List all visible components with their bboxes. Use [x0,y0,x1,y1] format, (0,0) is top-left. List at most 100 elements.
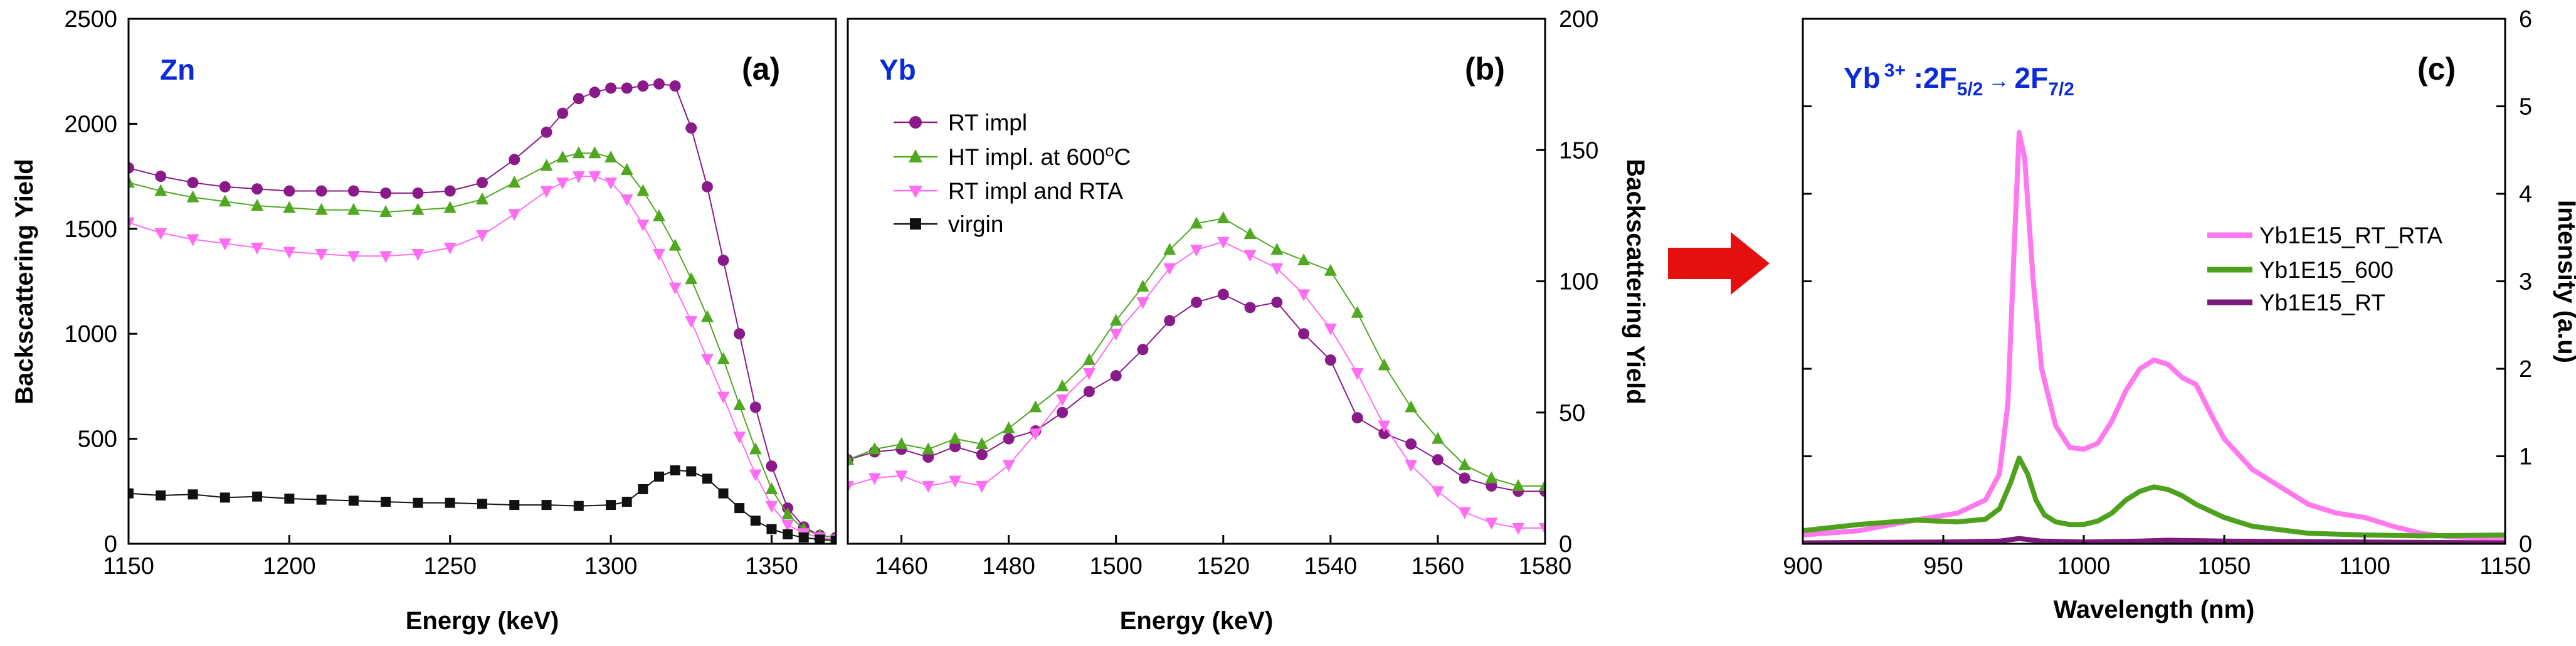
legend-c: Yb1E15_RT_RTA Yb1E15_600 Yb1E15_RT [2207,223,2442,315]
data-point-ht-impl-at-600-c [668,238,682,251]
panel-a-series [129,78,836,544]
legend-entry-600-pl: Yb1E15_600 [2207,257,2394,283]
x-tick-label: 1480 [982,553,1035,580]
x-tick-label: 1050 [2198,553,2251,580]
legend-label-virgin: virgin [948,211,1003,237]
legend-entry-ht-impl: HT impl. at 600oC [894,141,1131,170]
data-point-rt-impl [1057,406,1069,418]
legend-label-ht-impl-degree: o [1105,141,1114,160]
data-point-rt-impl-and-rta [1029,428,1042,441]
data-point-rt-impl [766,460,778,472]
transition-sub2: 7/2 [2048,79,2074,100]
data-point-rt-impl [1351,412,1363,424]
data-point-rt-impl-and-rta [949,475,962,488]
panel-b-plot [848,211,1545,535]
data-point-rt-impl-and-rta [1109,329,1122,341]
legend-label-ht-impl: HT impl. at 600oC [948,141,1131,170]
y-tick-label: 100 [1559,269,1598,295]
x-tick-label: 1580 [1519,553,1572,580]
legend-marker-rt-impl [909,116,922,129]
data-point-virgin [798,532,809,543]
data-point-rt-impl [1083,386,1095,398]
panel-b-y-axis-title: Backscattering Yield [1622,159,1649,404]
x-tick-label: 1150 [103,553,154,580]
panel-c-tag: (c) [2417,51,2456,87]
x-tick-label: 1150 [2479,553,2531,580]
transition-charge: 3+ [1884,60,1906,81]
data-point-virgin [219,492,230,503]
data-point-rt-impl-and-rta [1297,289,1311,302]
data-point-rt-impl-and-rta [572,171,585,184]
data-point-rt-impl-and-rta [1163,263,1176,275]
legend-label-600-pl: Yb1E15_600 [2259,257,2394,283]
data-point-rt-impl [621,82,633,94]
data-point-rt-impl [749,401,761,413]
data-point-ht-impl-at-600-c [620,163,633,176]
data-point-rt-impl-and-rta [443,242,457,255]
x-tick-label: 1200 [263,553,316,580]
data-point-rt-impl [1459,472,1470,484]
y-tick-label: 200 [1559,6,1598,33]
data-point-rt-impl [717,255,729,267]
data-point-rt-impl-and-rta [700,354,714,366]
series-line-yb1e15-rt-rta [1803,130,2505,541]
data-point-virgin [638,484,648,494]
x-tick-label: 1500 [1089,553,1143,580]
transition-arrow-icon: → [1988,69,2010,93]
data-point-rt-impl [637,80,649,92]
data-point-rt-impl [444,185,456,197]
data-point-virgin [831,535,836,544]
data-point-rt-impl-and-rta [1351,368,1364,380]
legend-marker-virgin [910,218,921,230]
data-point-virgin [156,490,166,500]
series-line-rt-impl-and-rta [129,176,836,541]
data-point-rt-impl-and-rta [1243,250,1257,262]
series-line-rt-impl [129,83,836,538]
data-point-rt-impl [922,451,934,463]
y-tick-label: 0 [104,531,117,558]
data-point-ht-impl-at-600-c [749,442,762,455]
data-point-virgin [686,466,697,477]
data-point-rt-impl [1298,328,1310,340]
data-point-virgin [381,497,391,507]
legend-entry-rt-rta-pl: Yb1E15_RT_RTA [2207,223,2442,248]
data-point-ht-impl-at-600-c [868,442,881,455]
y-tick-label: 500 [78,426,117,453]
legend-label-ht-impl-unit: C [1114,144,1131,170]
y-tick-label: 150 [1559,137,1598,164]
x-tick-label: 950 [1923,553,1963,580]
data-point-ht-impl-at-600-c [1136,279,1149,292]
data-point-ht-impl-at-600-c [283,201,296,213]
data-point-rt-impl [685,122,697,134]
data-point-rt-impl [1003,433,1015,445]
series-line-yb1e15-rt [1803,536,2505,544]
data-point-rt-impl-and-rta [1217,236,1230,249]
data-point-ht-impl-at-600-c [765,482,778,494]
data-point-virgin [445,497,455,508]
data-point-virgin [316,494,327,505]
data-point-rt-impl [976,448,988,460]
data-point-virgin [718,488,729,499]
data-point-rt-impl-and-rta [186,234,199,246]
legend-label-rt-impl: RT impl [948,110,1027,135]
x-tick-label: 1460 [875,553,928,580]
data-point-rt-impl-and-rta [129,217,135,230]
data-point-ht-impl-at-600-c [556,150,569,162]
panel-a-x-axis-title: Energy (keV) [406,607,559,635]
y-tick-label: 4 [2519,181,2532,208]
legend-label-rt-pl: Yb1E15_RT [2259,290,2385,315]
y-tick-label: 2 [2519,356,2532,383]
data-point-ht-impl-at-600-c [717,352,730,364]
data-point-ht-impl-at-600-c [347,203,360,215]
data-point-rt-impl-and-rta [379,251,393,263]
data-point-rt-impl [251,183,263,195]
panel-b-tag: (b) [1465,51,1505,87]
transition-term1: :2F [1906,61,1957,94]
data-point-ht-impl-at-600-c [1029,400,1042,413]
y-tick-label: 50 [1559,400,1585,426]
x-tick-label: 1100 [2339,553,2390,580]
data-point-rt-impl [589,87,601,98]
data-point-rt-impl-and-rta [1539,522,1545,535]
y-tick-label: 0 [2519,531,2532,558]
